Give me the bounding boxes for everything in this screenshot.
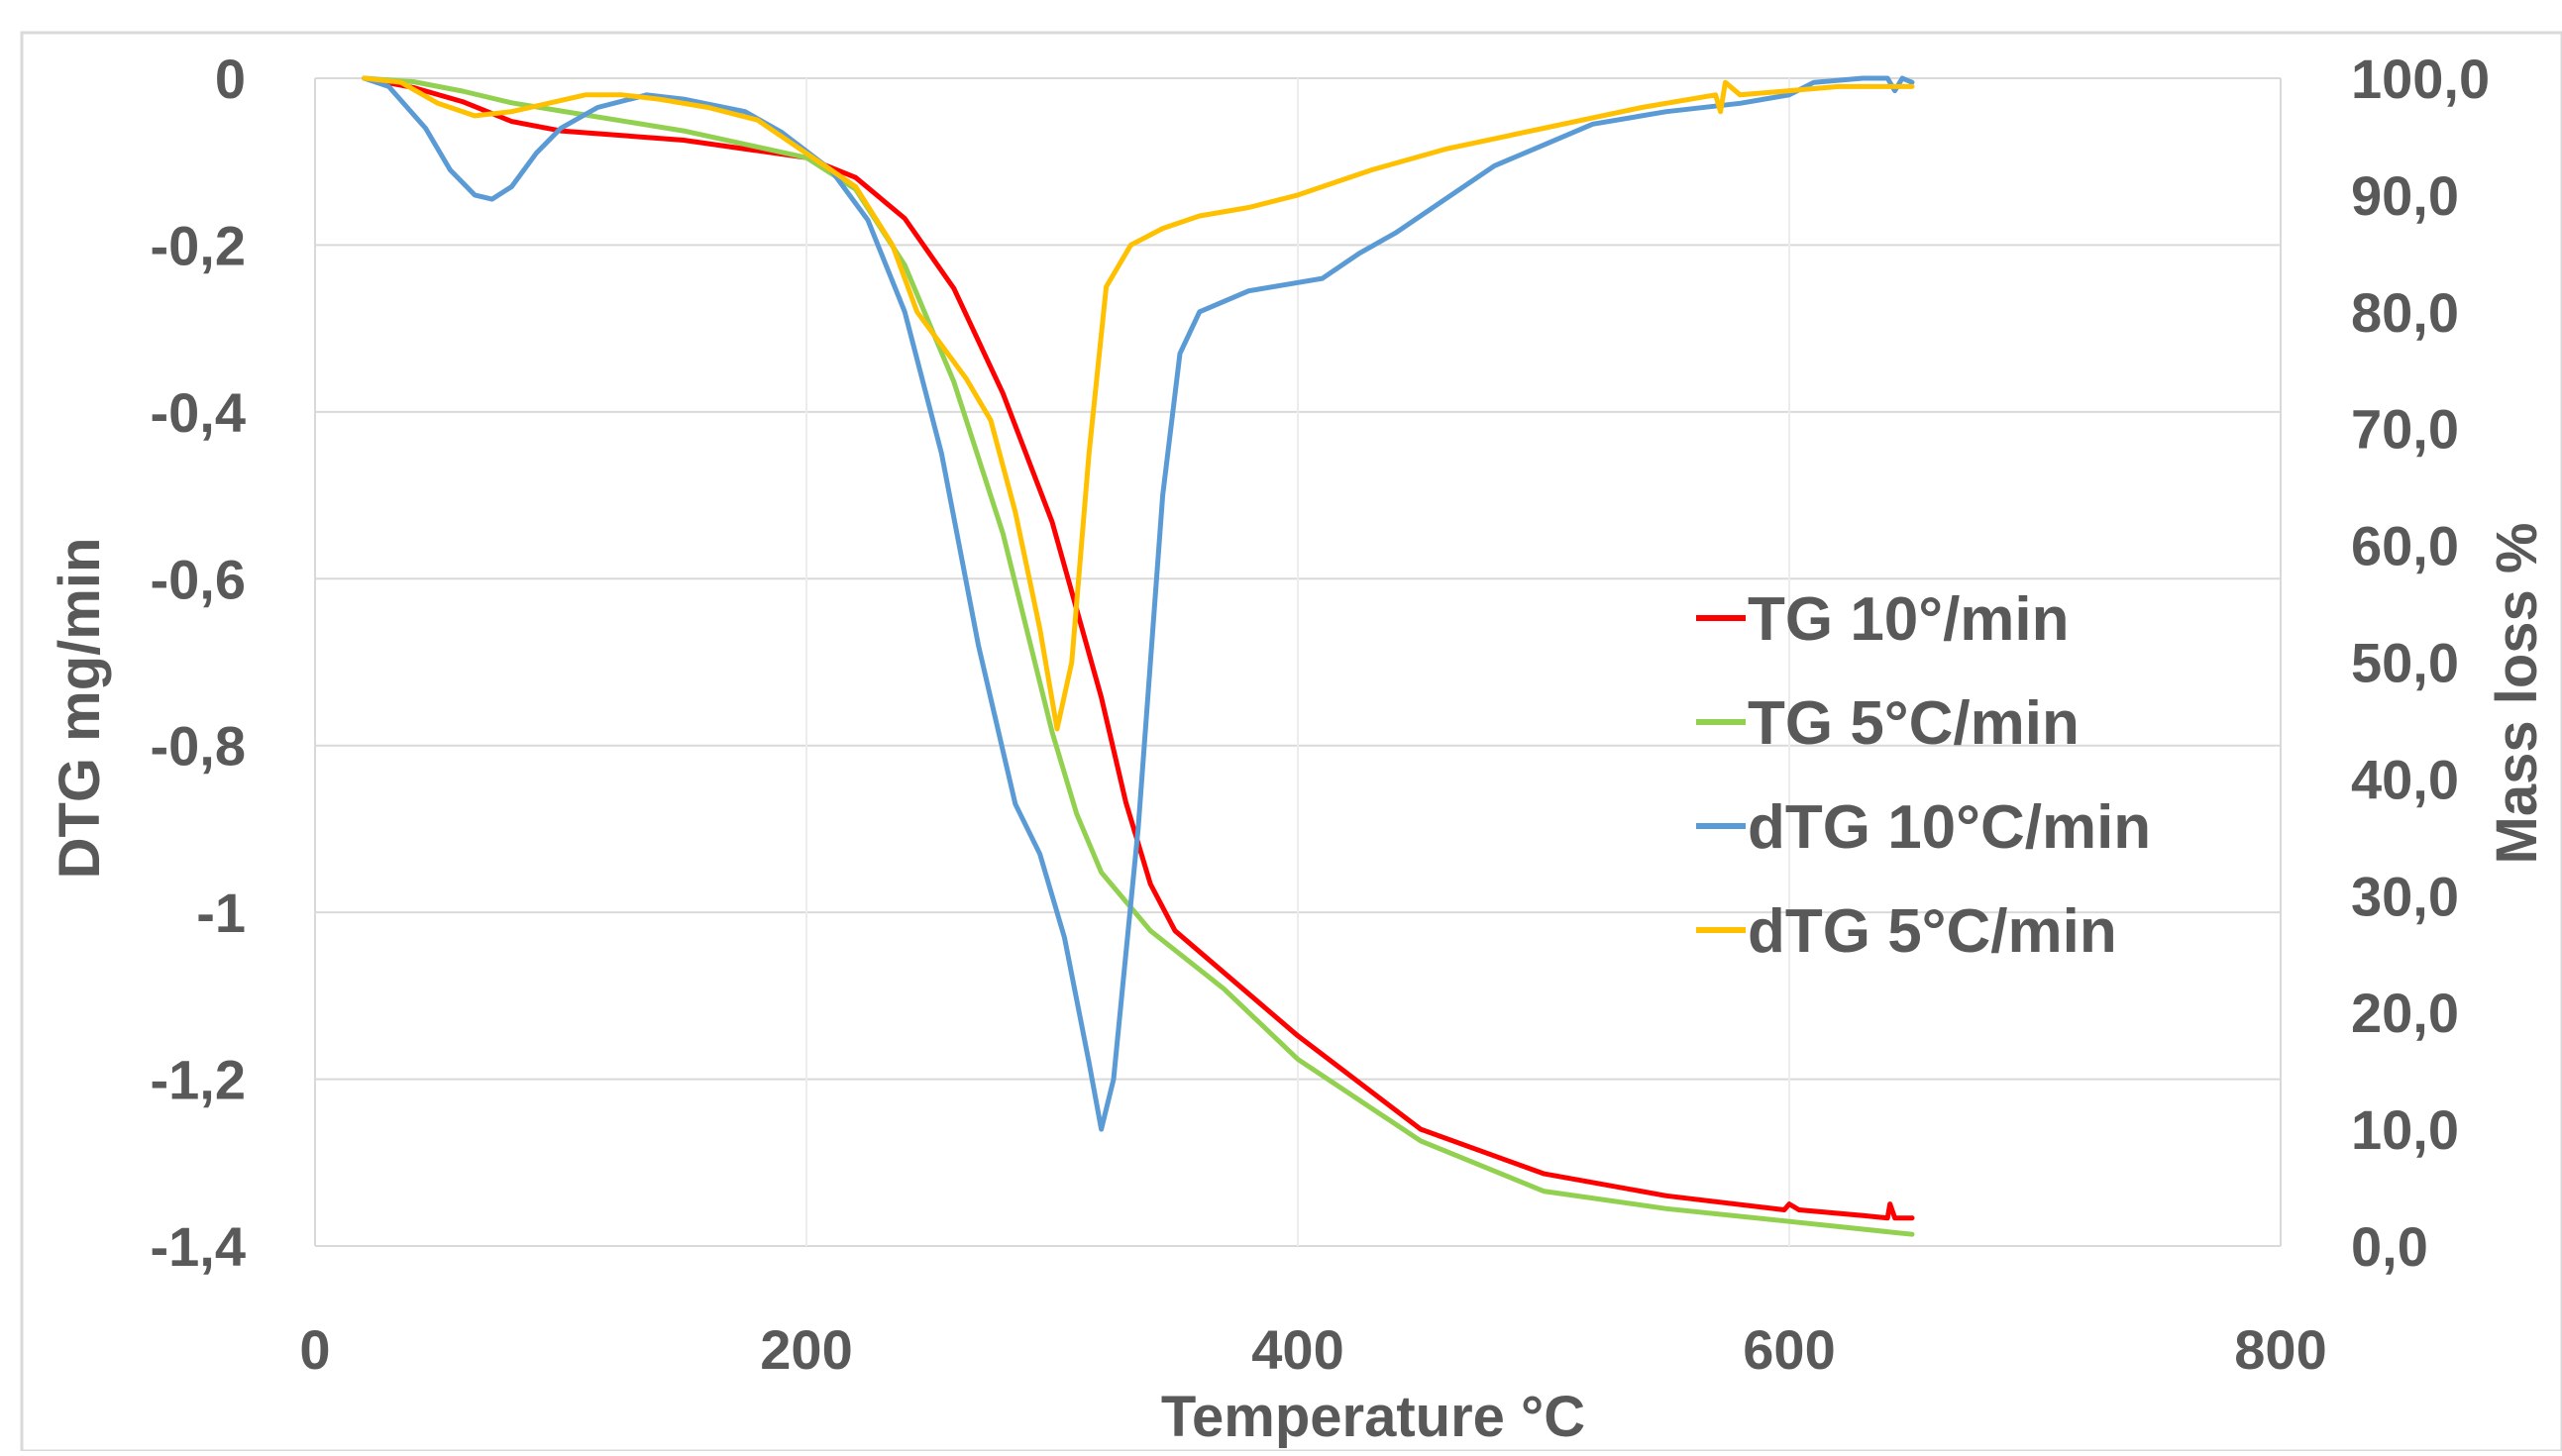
y-left-tick-label: -1 (196, 882, 246, 944)
x-axis-title: Temperature °C (1161, 1385, 1585, 1449)
series-line-dtg-10-c-min (362, 75, 1915, 1132)
y-right-tick-label: 80,0 (2351, 281, 2459, 344)
y-left-tick-label: -1,4 (151, 1215, 247, 1278)
y-right-axis-title: Mass loss % (2485, 523, 2549, 865)
y-right-tick-label: 60,0 (2351, 515, 2459, 577)
y-left-ticks: 0 -0,2 -0,4 -0,6 -0,8 -1 -1,2 -1,4 (151, 48, 247, 1278)
legend: TG 10°/min TG 5°C/min dTG 10°C/min dTG 5°C/… (1696, 585, 2151, 966)
y-right-tick-label: 100,0 (2351, 48, 2490, 110)
y-right-tick-label: 10,0 (2351, 1098, 2459, 1161)
x-ticks: 0 200 400 600 800 (299, 1318, 2326, 1381)
y-right-tick-label: 20,0 (2351, 982, 2459, 1044)
chart-frame (20, 31, 2562, 1453)
legend-label: dTG 5°C/min (1748, 897, 2117, 966)
y-right-ticks: 100,0 90,0 80,0 70,0 60,0 50,0 40,0 30,0 20,0 10,… (2351, 48, 2490, 1278)
y-left-axis-title: DTG mg/min (48, 538, 112, 880)
y-right-tick-label: 70,0 (2351, 398, 2459, 461)
y-right-tick-label: 0,0 (2351, 1215, 2428, 1278)
y-right-tick-label: 40,0 (2351, 748, 2459, 810)
y-left-tick-label: -0,4 (151, 381, 247, 444)
series-line-dtg-5-c-min (362, 75, 1915, 732)
legend-label: TG 10°/min (1748, 585, 2070, 654)
x-tick-label: 0 (299, 1318, 330, 1381)
x-tick-label: 800 (2234, 1318, 2326, 1381)
y-left-tick-label: -0,8 (151, 715, 247, 778)
x-tick-label: 600 (1743, 1318, 1835, 1381)
y-right-tick-label: 50,0 (2351, 632, 2459, 694)
series (362, 75, 1915, 1237)
y-left-tick-label: -1,2 (151, 1049, 247, 1111)
legend-label: dTG 10°C/min (1748, 793, 2151, 862)
y-left-tick-label: 0 (215, 48, 246, 110)
y-right-tick-label: 30,0 (2351, 865, 2459, 927)
x-tick-label: 200 (760, 1318, 852, 1381)
grid (314, 77, 2282, 1247)
y-right-tick-label: 90,0 (2351, 164, 2459, 227)
legend-label: TG 5°C/min (1748, 689, 2080, 758)
x-tick-label: 400 (1251, 1318, 1343, 1381)
y-left-tick-label: -0,6 (151, 548, 247, 610)
y-left-tick-label: -0,2 (151, 214, 247, 276)
